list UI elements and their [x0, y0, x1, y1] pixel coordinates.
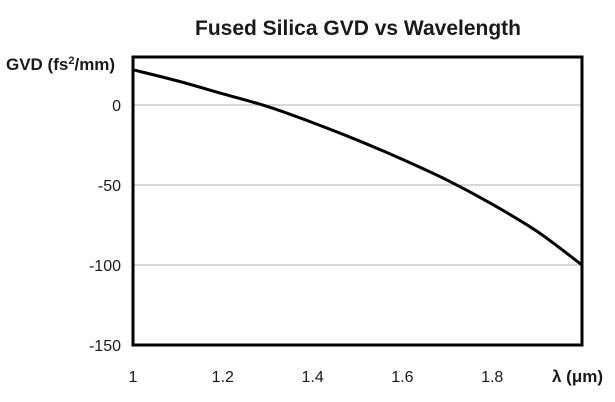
chart-title: Fused Silica GVD vs Wavelength [195, 17, 521, 40]
x-tick-label: 1.2 [212, 369, 234, 386]
plot-area-frame [131, 55, 584, 347]
series-layer [131, 68, 584, 267]
y-axis-label-superscript: 2 [68, 55, 74, 67]
y-tick-labels: 0 -50 -100 -150 [89, 98, 121, 355]
x-tick-label: 1.4 [301, 369, 323, 386]
gvd-curve [131, 68, 584, 267]
x-tick-label: 1.6 [391, 369, 413, 386]
y-axis-label: GVD (fs2/mm) [6, 55, 115, 74]
y-tick-label: -150 [89, 338, 121, 355]
x-axis-label: λ (μm) [552, 367, 603, 386]
x-tick-labels: 1 1.2 1.4 1.6 1.8 [129, 369, 504, 386]
gridlines [133, 104, 582, 266]
y-tick-label: -50 [98, 178, 121, 195]
x-tick-label: 1.8 [481, 369, 503, 386]
y-tick-label: 0 [112, 98, 121, 115]
y-axis-label-main: GVD (fs [6, 55, 68, 74]
y-tick-label: -100 [89, 258, 121, 275]
x-tick-label: 1 [129, 369, 138, 386]
y-axis-label-tail: /mm) [74, 55, 115, 74]
